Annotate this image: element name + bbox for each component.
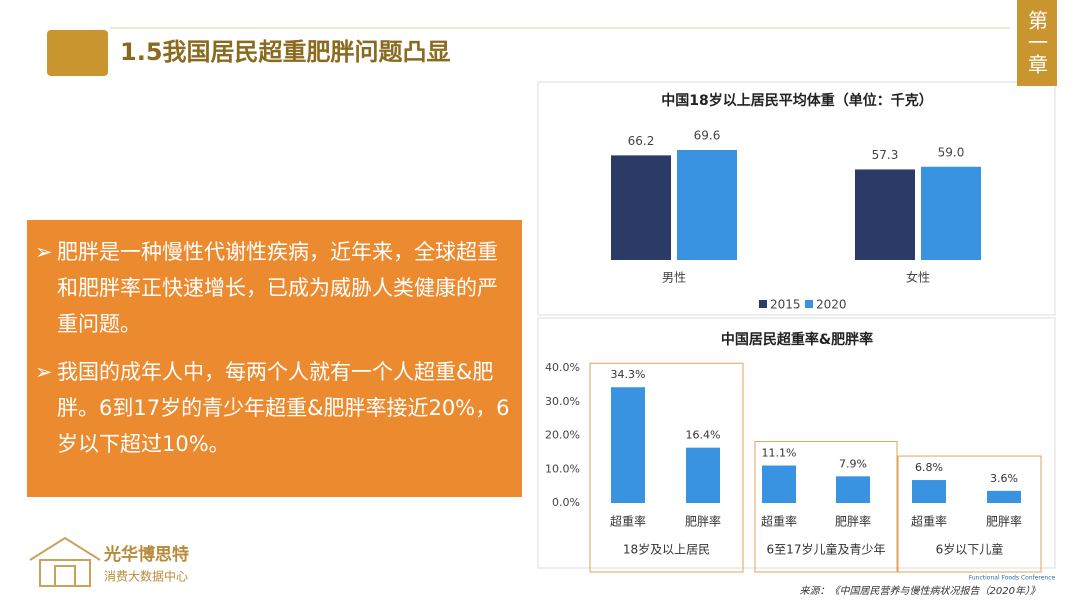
bar [836, 476, 870, 503]
bar [677, 150, 737, 260]
group-box [897, 455, 1042, 573]
group-box [754, 441, 898, 573]
x-tick-label: 女性 [906, 270, 930, 285]
chapter-tab: 第一章 [1017, 0, 1057, 86]
bar [762, 465, 796, 503]
data-label: 11.1% [762, 447, 797, 460]
x-tick-label: 男性 [662, 271, 686, 285]
group-box [589, 362, 744, 573]
bar [912, 480, 946, 503]
header-badge [47, 30, 108, 76]
logo-subtitle: 消费大数据中心 [104, 569, 188, 584]
legend-swatch [759, 300, 767, 308]
x-tick-label: 超重率 [911, 514, 947, 529]
chart-title: 中国居民超重率&肥胖率 [721, 331, 873, 348]
data-label: 16.4% [686, 429, 721, 442]
x-tick-label: 肥胖率 [835, 514, 871, 529]
data-label: 7.9% [839, 457, 867, 470]
bullet: 肥胖是一种慢性代谢性疾病，近年来，全球超重和肥胖率正快速增长，已成为威胁人类健康… [35, 234, 512, 342]
group-label: 18岁及以上居民 [623, 542, 710, 557]
group-label: 6岁以下儿童 [936, 542, 1004, 557]
data-label: 6.8% [915, 461, 943, 474]
bar [855, 169, 915, 260]
y-tick-label: 0.0% [552, 496, 580, 509]
x-tick-label: 肥胖率 [685, 514, 721, 529]
data-label: 66.2 [628, 134, 655, 148]
x-tick-label: 超重率 [761, 514, 797, 529]
data-label: 3.6% [990, 472, 1018, 485]
legend-swatch [805, 300, 813, 308]
bar [921, 166, 981, 260]
y-tick-label: 10.0% [545, 462, 580, 475]
bar [611, 387, 645, 503]
data-label: 59.0 [938, 145, 965, 159]
source-note: 来源：《中国居民营养与慢性病状况报告（2020年）》 [800, 585, 1040, 597]
data-label: 69.6 [694, 129, 721, 143]
x-tick-label: 肥胖率 [986, 514, 1022, 529]
logo-icon [29, 536, 101, 587]
group-label: 6至17岁儿童及青少年 [767, 542, 886, 557]
legend-label: 2020 [816, 298, 847, 312]
y-tick-label: 40.0% [545, 361, 580, 374]
bar [686, 447, 720, 503]
bar [611, 155, 671, 260]
y-tick-label: 30.0% [545, 395, 580, 408]
data-label: 57.3 [872, 148, 899, 162]
partner-logo: Functional Foods Conference [969, 575, 1056, 582]
logo-name: 光华博思特 [103, 544, 189, 565]
y-tick-label: 20.0% [545, 429, 580, 442]
bullet: 我国的成年人中，每两个人就有一个人超重&肥胖。6到17岁的青少年超重&肥胖率接近… [35, 354, 512, 462]
page-title: 1.5我国居民超重肥胖问题凸显 [120, 38, 451, 66]
legend-label: 2015 [770, 298, 801, 312]
text-box: 肥胖是一种慢性代谢性疾病，近年来，全球超重和肥胖率正快速增长，已成为威胁人类健康… [27, 220, 522, 497]
x-tick-label: 超重率 [610, 514, 646, 529]
bar [987, 490, 1021, 503]
chart-title: 中国18岁以上居民平均体重（单位：千克） [661, 92, 932, 109]
data-label: 34.3% [611, 368, 646, 381]
